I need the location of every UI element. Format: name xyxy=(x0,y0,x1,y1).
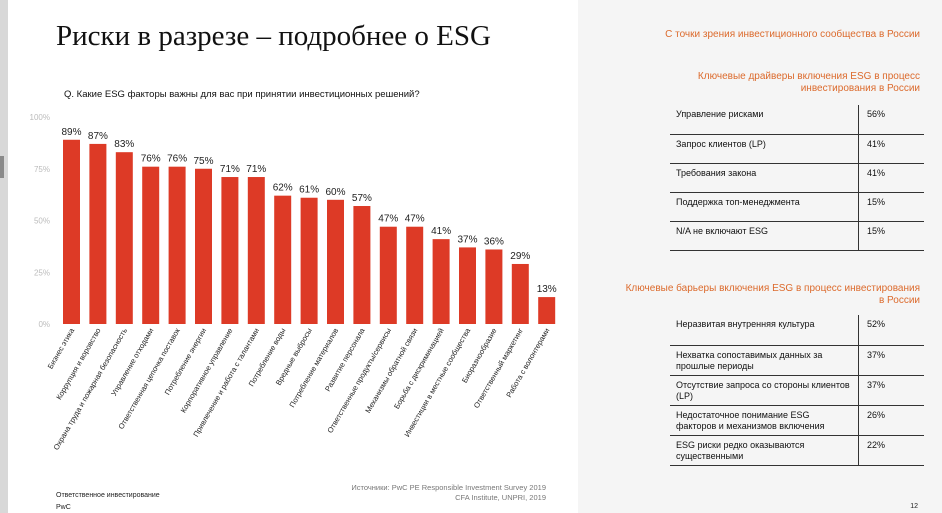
category-label: Корпоративное управление xyxy=(179,327,235,415)
driver-label: Требования закона xyxy=(670,163,859,193)
driver-row: Поддержка топ-менеджмента 15% xyxy=(670,192,924,222)
barrier-label: Нехватка сопоставимых данных за прошлые … xyxy=(670,345,859,376)
sources-line-2: CFA Institute, UNPRI, 2019 xyxy=(455,493,546,502)
data-label: 87% xyxy=(88,131,108,142)
drivers-table: Управление рисками 56% Запрос клиентов (LP… xyxy=(670,105,924,251)
barrier-label: Отсутствие запроса со стороны клиентов (… xyxy=(670,375,859,406)
driver-value: 41% xyxy=(858,134,924,164)
data-label: 62% xyxy=(273,183,293,194)
y-tick-label: 75% xyxy=(34,165,50,174)
slide-title: Риски в разрезе – подробнее о ESG xyxy=(56,20,491,52)
barrier-value: 22% xyxy=(858,435,924,466)
footer-section-name: Ответственное инвестирование xyxy=(56,492,160,499)
barrier-value: 37% xyxy=(858,345,924,376)
bar xyxy=(327,199,344,324)
driver-label: Запрос клиентов (LP) xyxy=(670,134,859,164)
y-tick-label: 100% xyxy=(30,113,50,122)
barrier-label: Недостаточное понимание ESG факторов и м… xyxy=(670,405,859,436)
data-label: 61% xyxy=(299,185,319,196)
category-label: Борьба с дискриминацией xyxy=(392,326,446,410)
bar xyxy=(406,226,424,324)
barrier-value: 52% xyxy=(858,315,924,346)
page-number: 12 xyxy=(910,503,918,510)
data-label: 76% xyxy=(141,154,161,165)
bar xyxy=(300,197,318,324)
bar xyxy=(168,166,186,324)
data-label: 41% xyxy=(431,226,451,237)
data-label: 13% xyxy=(537,284,557,295)
barriers-table: Неразвитая внутренняя культура 52% Нехватк… xyxy=(670,315,924,466)
driver-row: Требования закона 41% xyxy=(670,163,924,193)
barriers-title: Ключевые барьеры включения ESG в процесс… xyxy=(625,283,920,306)
driver-value: 56% xyxy=(858,105,924,135)
bar xyxy=(379,226,397,324)
data-label: 37% xyxy=(457,234,477,245)
sources-line-1: Источники: PwC PE Responsible Investment… xyxy=(351,483,546,492)
data-label: 71% xyxy=(246,164,266,175)
right-panel-title: С точки зрения инвестиционного сообществ… xyxy=(665,29,920,40)
barrier-value: 37% xyxy=(858,375,924,406)
bar xyxy=(459,247,476,324)
barrier-row: Недостаточное понимание ESG факторов и м… xyxy=(670,405,924,436)
category-label: Бизнес этика xyxy=(46,326,77,371)
data-label: 36% xyxy=(484,236,504,247)
driver-label: N/A не включают ESG xyxy=(670,221,859,251)
y-tick-label: 25% xyxy=(34,268,50,277)
bar xyxy=(432,239,450,324)
data-label: 76% xyxy=(167,154,187,165)
bar xyxy=(89,143,107,324)
driver-label: Управление рисками xyxy=(670,105,859,135)
driver-value: 15% xyxy=(858,192,924,222)
bar xyxy=(115,152,133,324)
bar xyxy=(247,177,265,324)
data-label: 47% xyxy=(378,214,398,225)
y-tick-label: 50% xyxy=(34,217,50,226)
bar xyxy=(221,177,239,324)
barrier-row: Нехватка сопоставимых данных за прошлые … xyxy=(670,345,924,376)
bar xyxy=(195,168,212,324)
data-label: 71% xyxy=(220,164,240,175)
y-tick-label: 0% xyxy=(38,320,50,329)
data-label: 29% xyxy=(510,251,530,262)
data-label: 60% xyxy=(325,187,345,198)
category-label: Потребление материалов xyxy=(287,326,340,408)
data-label: 89% xyxy=(61,127,81,138)
esg-factors-bar-chart: 0%25%50%75%100%89%Бизнес этика87%Коррупц… xyxy=(30,113,557,452)
driver-row: Запрос клиентов (LP) 41% xyxy=(670,134,924,164)
driver-value: 15% xyxy=(858,221,924,251)
bar xyxy=(274,195,292,324)
driver-row: Управление рисками 56% xyxy=(670,105,924,135)
barrier-row: Отсутствие запроса со стороны клиентов (… xyxy=(670,375,924,406)
driver-label: Поддержка топ-менеджмента xyxy=(670,192,859,222)
survey-question: Q. Какие ESG факторы важны для вас при п… xyxy=(64,89,420,100)
bar xyxy=(511,263,529,324)
bar xyxy=(63,139,80,324)
drivers-title: Ключевые драйверы включения ESG в процес… xyxy=(697,71,920,94)
bar xyxy=(142,166,160,324)
data-label: 57% xyxy=(352,193,372,204)
data-label: 47% xyxy=(405,214,425,225)
category-label: Механизмы обратной связи xyxy=(363,327,419,415)
scroll-marker xyxy=(0,156,4,178)
sources-note: Источники: PwC PE Responsible Investment… xyxy=(310,483,546,503)
slide-right-panel: С точки зрения инвестиционного сообществ… xyxy=(578,0,942,513)
driver-value: 41% xyxy=(858,163,924,193)
data-label: 75% xyxy=(193,156,213,167)
footer-company: PwC xyxy=(56,504,71,511)
category-label: Ответственный маркетинг xyxy=(472,326,525,409)
barrier-row: ESG риски редко оказываются существенным… xyxy=(670,435,924,466)
bar xyxy=(538,297,556,324)
bar xyxy=(353,206,371,324)
barrier-label: Неразвитая внутренняя культура xyxy=(670,315,859,346)
bar xyxy=(485,249,503,324)
data-label: 83% xyxy=(114,139,134,150)
barrier-row: Неразвитая внутренняя культура 52% xyxy=(670,315,924,346)
barrier-value: 26% xyxy=(858,405,924,436)
window-edge xyxy=(0,0,8,513)
barrier-label: ESG риски редко оказываются существенным… xyxy=(670,435,859,466)
driver-row: N/A не включают ESG 15% xyxy=(670,221,924,251)
